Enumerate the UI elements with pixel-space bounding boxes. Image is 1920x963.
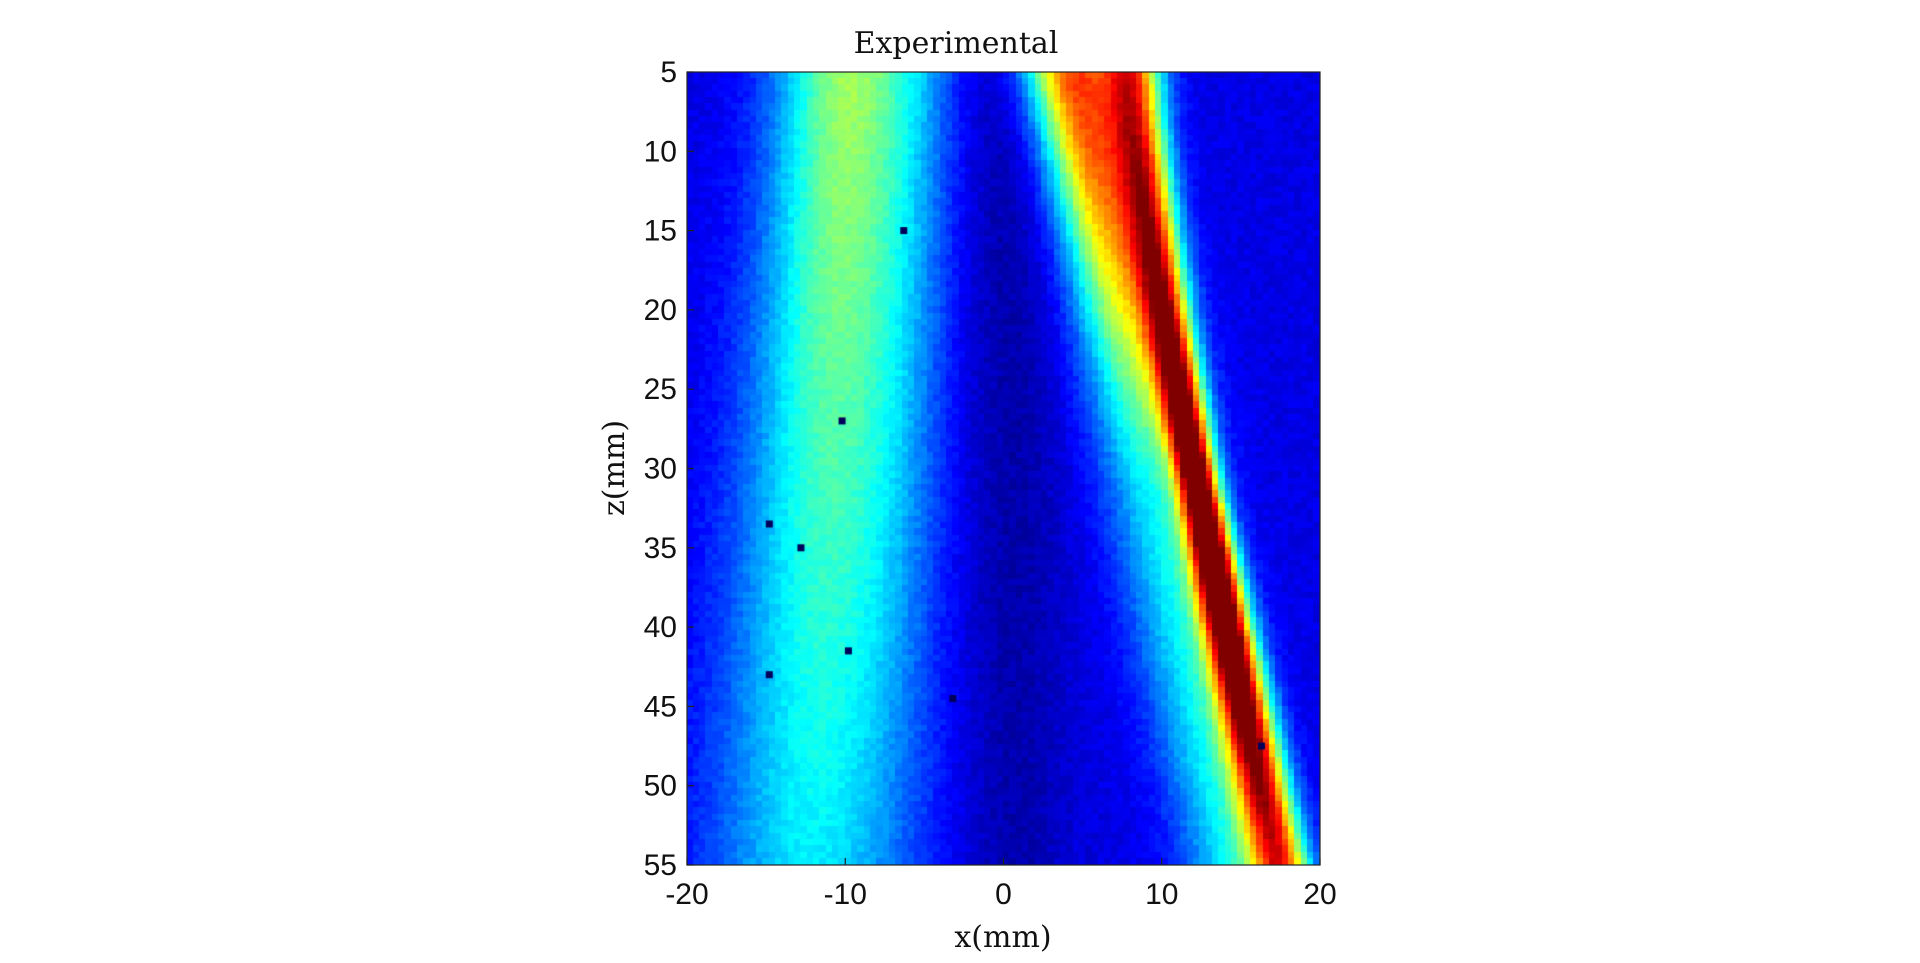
y-tick-label: 10 xyxy=(644,135,677,168)
y-axis: 5 10 15 20 25 30 35 40 45 50 55 xyxy=(644,56,694,882)
chart-title: Experimental xyxy=(854,26,1059,61)
x-tick-label: 0 xyxy=(995,878,1012,911)
y-tick-label: 30 xyxy=(644,453,677,486)
plot-area xyxy=(686,71,1321,866)
x-axis: -20 -10 0 10 20 xyxy=(665,858,1337,911)
y-tick-label: 55 xyxy=(644,849,677,882)
y-tick-label: 5 xyxy=(660,56,677,89)
y-axis-label: z(mm) xyxy=(597,420,632,516)
x-tick-label: 10 xyxy=(1145,878,1178,911)
y-tick-label: 45 xyxy=(644,690,677,723)
x-axis-label: x(mm) xyxy=(954,920,1051,955)
heatmap-image xyxy=(687,72,1320,865)
y-tick-label: 15 xyxy=(644,215,677,248)
y-tick-label: 40 xyxy=(644,611,677,644)
x-tick-label: 20 xyxy=(1303,878,1336,911)
y-tick-label: 35 xyxy=(644,532,677,565)
y-tick-label: 50 xyxy=(644,770,677,803)
x-tick-label: -10 xyxy=(824,878,867,911)
y-tick-label: 20 xyxy=(644,294,677,327)
x-tick-label: -20 xyxy=(665,878,708,911)
y-tick-label: 25 xyxy=(644,373,677,406)
heatmap-foreign xyxy=(687,72,1320,865)
